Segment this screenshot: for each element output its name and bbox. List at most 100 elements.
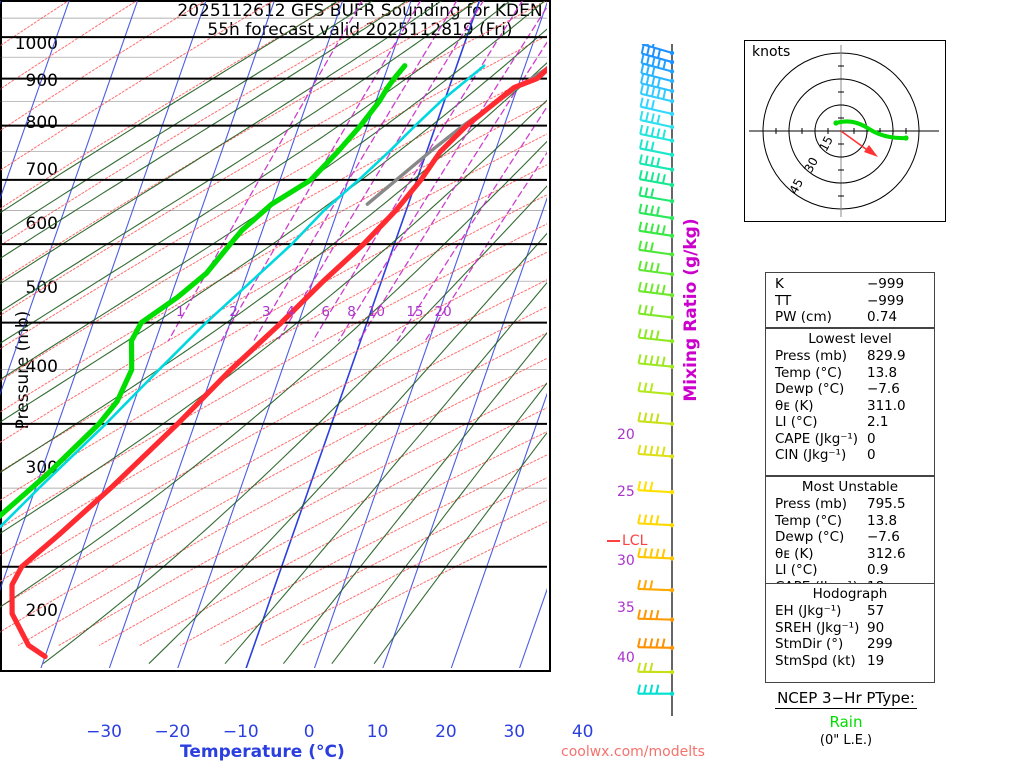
lcl-tick-icon (607, 540, 620, 542)
stat-key: LI (°C) (775, 414, 818, 430)
stat-row: StmSpd (kt) 19 (766, 653, 934, 670)
svg-text:20: 20 (435, 304, 452, 320)
stat-row: Press (mb) 795.5 (766, 496, 934, 513)
watermark: coolwx.com/modelts (561, 744, 705, 760)
skewt-plot[interactable]: 1 2 3 4 6 8 10 15 20 (0, 0, 551, 672)
lowest-level-panel: Lowest level Press (mb) 829.9 Temp (°C) 13.8… (765, 328, 935, 476)
stat-key: θᴇ (K) (775, 397, 814, 414)
stat-key: EH (Jkg⁻¹) (775, 603, 842, 619)
stat-value: 0 (867, 430, 876, 447)
stat-key: Press (mb) (775, 348, 848, 364)
mixing-ratio-right-30: 30 (617, 553, 635, 569)
svg-text:10: 10 (368, 304, 385, 320)
stat-row: LI (°C) 2.1 (766, 414, 934, 431)
x-tick-10: 10 (366, 722, 389, 742)
x-tick--10: −10 (222, 722, 259, 742)
mixing-ratio-right-20: 20 (617, 427, 635, 443)
svg-text:15: 15 (406, 304, 423, 320)
svg-text:2: 2 (229, 304, 238, 320)
x-tick--30: −30 (86, 722, 122, 742)
stat-value: −7.6 (867, 381, 900, 397)
stat-key: θᴇ (K) (775, 545, 814, 562)
hodograph-panel[interactable]: 15 30 45 (744, 40, 946, 222)
indices-panel: K −999 TT −999 PW (cm) 0.74 (765, 272, 935, 328)
x-axis-title: Temperature (°C) (180, 742, 345, 762)
y-tick-800: 800 (25, 112, 58, 133)
y-tick-400: 400 (25, 356, 58, 377)
svg-text:15: 15 (816, 134, 836, 154)
stat-row: LI (°C) 0.9 (766, 562, 934, 579)
svg-text:30: 30 (801, 155, 821, 175)
stat-key: CIN (Jkg⁻¹) (775, 447, 847, 463)
stat-value: −7.6 (867, 529, 900, 545)
stat-row: θᴇ (K) 311.0 (766, 398, 934, 415)
stat-row: Temp (°C) 13.8 (766, 365, 934, 382)
svg-text:4: 4 (286, 304, 295, 320)
hodograph-units-label: knots (752, 44, 791, 60)
y-tick-900: 900 (25, 71, 58, 92)
stat-value: −999 (867, 292, 905, 309)
x-tick-40: 40 (571, 722, 594, 742)
stat-key: LI (°C) (775, 562, 818, 578)
stat-value: 0.74 (867, 309, 898, 325)
stat-row: PW (cm) 0.74 (766, 309, 934, 326)
y-tick-200: 200 (25, 600, 58, 621)
stat-row: Press (mb) 829.9 (766, 348, 934, 365)
stat-value: 13.8 (867, 364, 898, 381)
stat-row: Dewp (°C) −7.6 (766, 529, 934, 546)
stat-key: Temp (°C) (775, 512, 842, 529)
stat-key: SREH (Jkg⁻¹) (775, 619, 860, 636)
svg-text:1: 1 (176, 304, 185, 320)
y-tick-1000: 1000 (14, 34, 58, 54)
stat-row: CIN (Jkg⁻¹) 0 (766, 447, 934, 464)
panel-unstable-heading: Most Unstable (801, 479, 899, 495)
stat-row: SREH (Jkg⁻¹) 90 (766, 620, 934, 637)
stat-row: K −999 (766, 276, 934, 293)
svg-text:8: 8 (347, 304, 356, 320)
stat-key: TT (775, 292, 792, 309)
ptype-section: NCEP 3−Hr PType: Rain (0" L.E.) (748, 688, 944, 748)
stat-key: PW (cm) (775, 309, 832, 325)
y-tick-700: 700 (25, 159, 58, 180)
stat-row: EH (Jkg⁻¹) 57 (766, 603, 934, 620)
stat-row: Temp (°C) 13.8 (766, 513, 934, 530)
y-tick-500: 500 (25, 278, 58, 299)
x-axis-tick-labels: −30 −20 −10 0 10 20 30 40 (63, 722, 614, 746)
stat-key: StmSpd (kt) (775, 652, 856, 669)
stat-key: K (775, 276, 784, 292)
stat-row: TT −999 (766, 293, 934, 310)
stat-value: −999 (867, 276, 905, 292)
mixing-ratio-right-35: 35 (617, 600, 635, 616)
skewt-canvas: 1 2 3 4 6 8 10 15 20 (0, 0, 547, 668)
stat-row: CAPE (Jkg⁻¹) 0 (766, 431, 934, 448)
panel-lowest-heading: Lowest level (808, 331, 892, 347)
panel-hodostats-heading: Hodograph (812, 586, 888, 602)
stat-value: 795.5 (867, 496, 906, 512)
ptype-value: Rain (829, 713, 863, 731)
ptype-heading: NCEP 3−Hr PType: (775, 689, 917, 709)
stat-value: 13.8 (867, 512, 898, 529)
stat-value: 0 (867, 447, 876, 463)
hodograph-stats-panel: Hodograph EH (Jkg⁻¹) 57 SREH (Jkg⁻¹) 90 StmDi… (765, 583, 935, 683)
mixing-ratio-right-25: 25 (617, 484, 635, 500)
stat-row: θᴇ (K) 312.6 (766, 546, 934, 563)
stat-row: Dewp (°C) −7.6 (766, 381, 934, 398)
x-tick-20: 20 (435, 722, 457, 742)
lcl-label: LCL (622, 533, 648, 549)
stat-value: 90 (867, 619, 885, 636)
wind-barb-column (637, 44, 675, 716)
lcl-marker: LCL (607, 533, 647, 549)
stat-value: 299 (867, 636, 893, 652)
y-axis-tick-labels: 1000 900 800 700 600 500 400 300 200 (0, 34, 58, 716)
x-tick--20: −20 (154, 722, 191, 742)
stat-key: StmDir (°) (775, 636, 844, 652)
svg-text:6: 6 (321, 304, 330, 320)
stat-value: 312.6 (867, 545, 906, 562)
svg-text:3: 3 (262, 304, 271, 320)
stat-key: Dewp (°C) (775, 529, 845, 545)
stat-value: 2.1 (867, 414, 889, 430)
stat-key: Dewp (°C) (775, 381, 845, 397)
stat-key: Temp (°C) (775, 364, 842, 381)
x-tick-30: 30 (503, 722, 526, 742)
